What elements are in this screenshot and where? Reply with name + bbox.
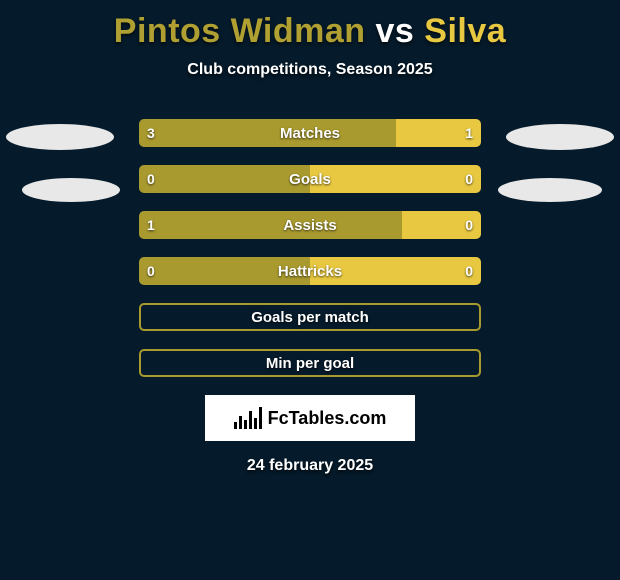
stat-fill-left [139, 257, 310, 285]
stat-fill-left [139, 211, 402, 239]
stat-fill-left [139, 165, 310, 193]
stat-value-left: 0 [139, 165, 163, 193]
stat-label: Min per goal [141, 351, 479, 375]
stat-value-right: 1 [457, 119, 481, 147]
stat-value-left: 3 [139, 119, 163, 147]
stat-value-right: 0 [457, 211, 481, 239]
logo-bars-icon [234, 407, 262, 429]
stat-row: Min per goal [139, 349, 481, 377]
stat-fill-right [310, 257, 481, 285]
stat-row: Assists10 [139, 211, 481, 239]
stat-value-right: 0 [457, 165, 481, 193]
stat-fill-right [310, 165, 481, 193]
comparison-title: Pintos Widman vs Silva [0, 0, 620, 51]
stat-fill-left [139, 119, 396, 147]
player2-name: Silva [424, 12, 506, 50]
comparison-chart: Matches31Goals00Assists10Hattricks00Goal… [0, 119, 620, 377]
stat-row: Goals per match [139, 303, 481, 331]
stat-row: Hattricks00 [139, 257, 481, 285]
footer-date: 24 february 2025 [0, 457, 620, 475]
stat-label: Goals per match [141, 305, 479, 329]
fctables-logo: FcTables.com [205, 395, 415, 441]
stat-value-left: 0 [139, 257, 163, 285]
vs-text: vs [376, 12, 415, 50]
stat-row: Matches31 [139, 119, 481, 147]
subtitle: Club competitions, Season 2025 [0, 61, 620, 79]
stat-value-right: 0 [457, 257, 481, 285]
stat-row: Goals00 [139, 165, 481, 193]
logo-text: FcTables.com [268, 408, 387, 429]
stat-value-left: 1 [139, 211, 163, 239]
player1-name: Pintos Widman [114, 12, 366, 50]
